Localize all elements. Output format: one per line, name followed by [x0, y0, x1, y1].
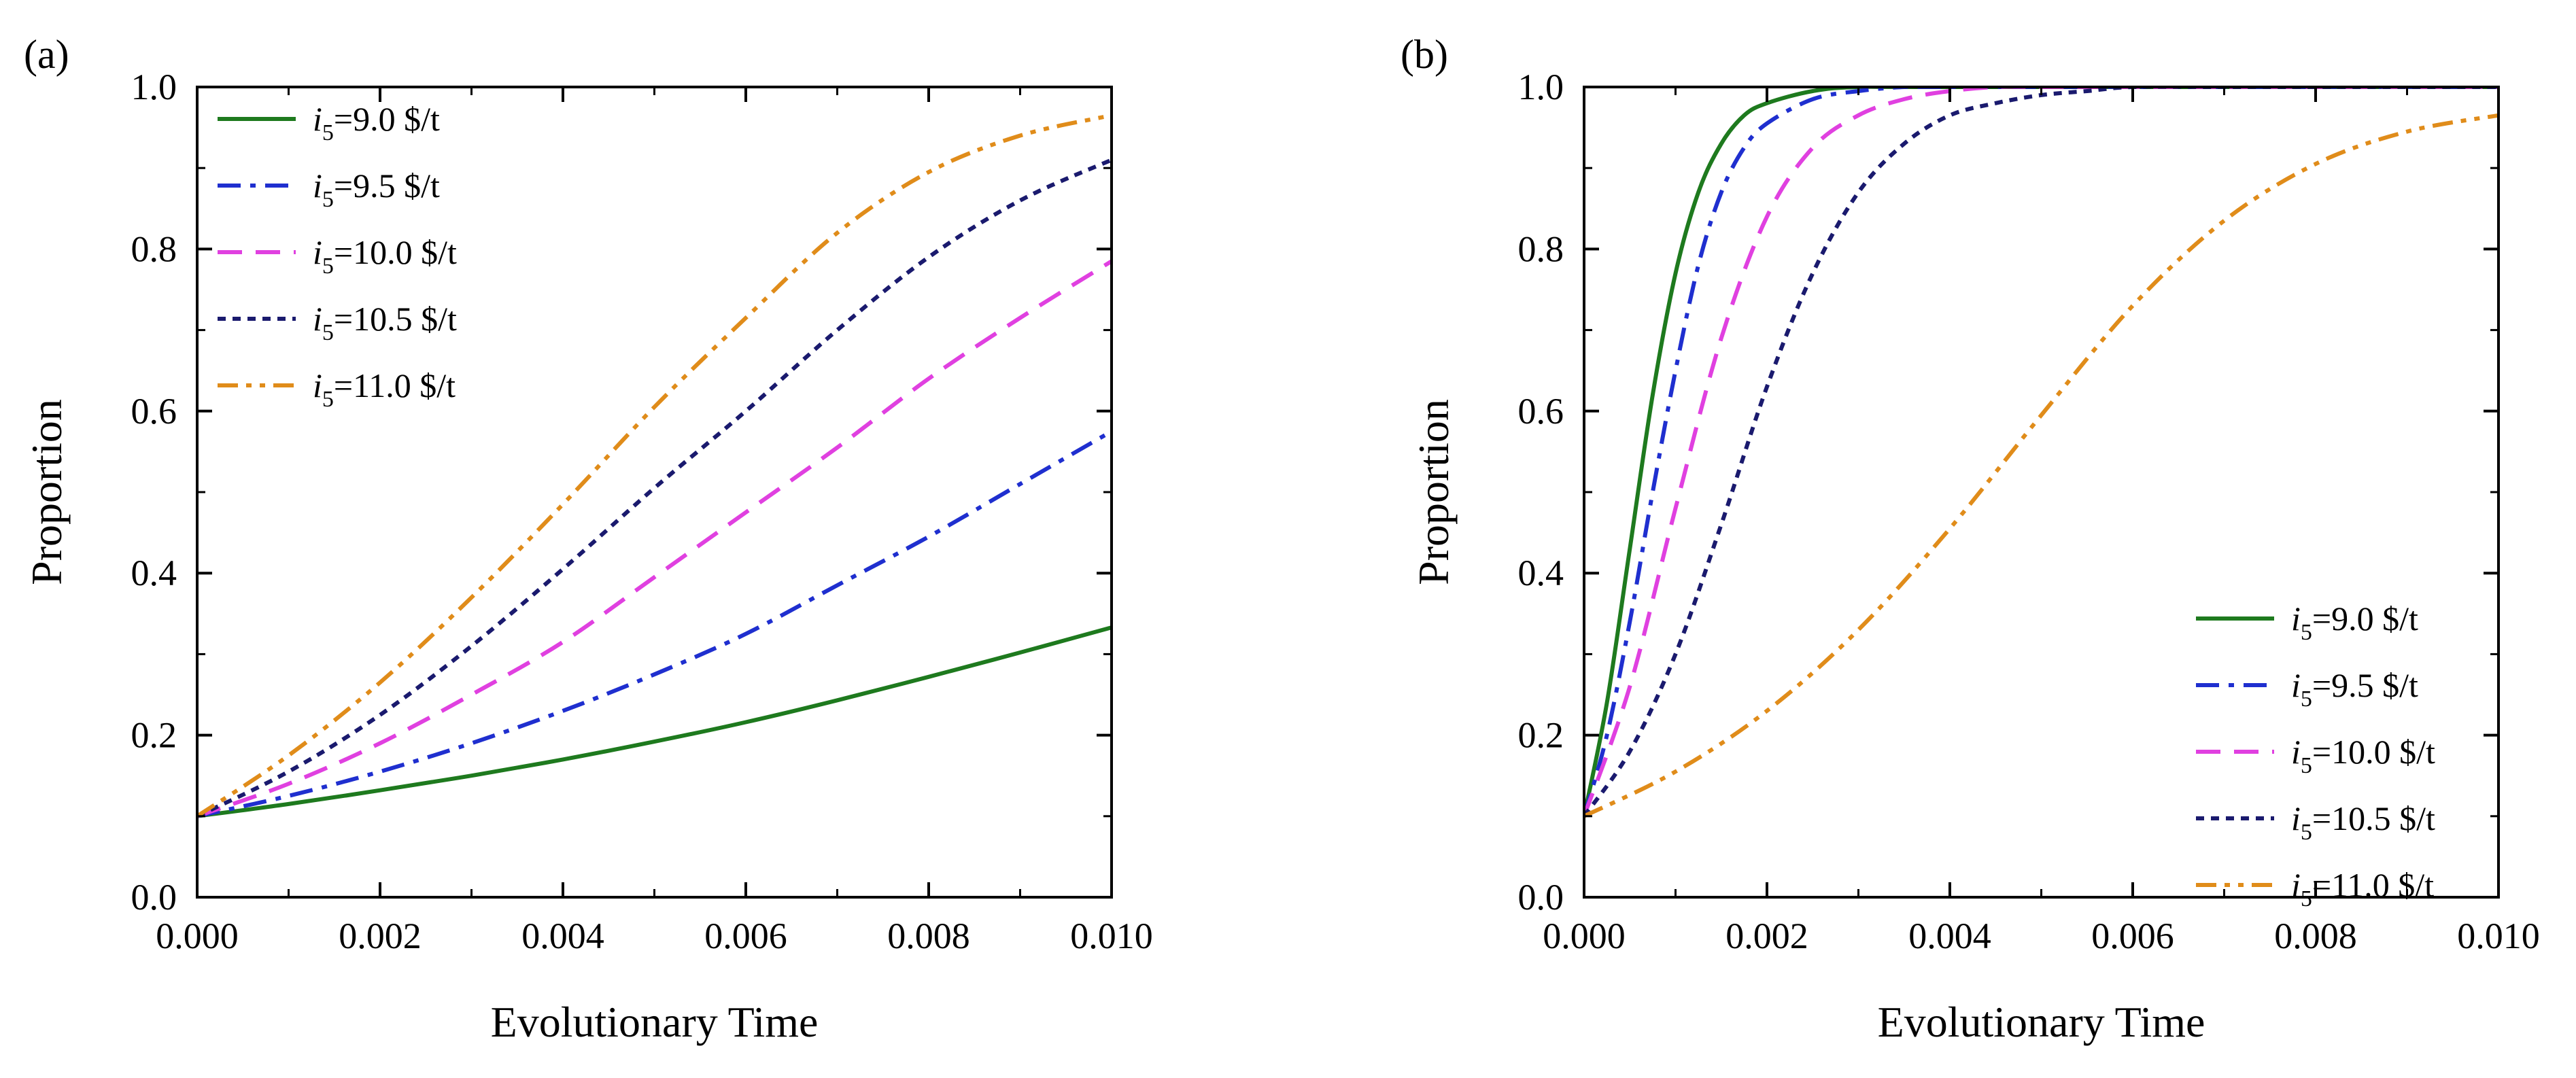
plot-frame [196, 86, 1113, 899]
series-line-4 [197, 158, 1112, 818]
y-tick-label: 0.0 [1518, 877, 1564, 918]
y-axis-title: Proportion [1409, 399, 1458, 585]
panel-label: (a) [24, 32, 69, 77]
x-tick-label: 0.004 [1908, 916, 1991, 956]
panel-label: (b) [1401, 32, 1448, 77]
series-line-2 [197, 430, 1112, 818]
y-tick-label: 0.4 [1518, 553, 1564, 593]
legend-entry-label: i5=11.0 $/t [2291, 866, 2434, 911]
legend-entry-label: i5=11.0 $/t [313, 366, 456, 412]
chart-panel-a: (a) 0.000 0.002 0.004 0.006 0.008 0.010 0.0 0.2 0… [22, 32, 1153, 1046]
x-tick-label: 0.008 [2274, 916, 2357, 956]
series-line-1 [1584, 87, 2498, 817]
x-tick-label: 0.002 [1725, 916, 1808, 956]
x-tick-label: 0.006 [704, 916, 787, 956]
series-line-4 [1584, 87, 2498, 818]
legend: i5=9.0 $/t i5=9.5 $/t i5=10.0 $/t i5=10.5 $… [2196, 599, 2435, 911]
series-line-1 [197, 625, 1112, 818]
series-line-3 [1584, 87, 2498, 817]
legend-entry-label: i5=9.0 $/t [313, 100, 440, 145]
series-line-3 [197, 259, 1112, 818]
legend-entry-label: i5=10.0 $/t [313, 233, 457, 279]
series-line-5 [197, 113, 1112, 818]
legend-entry-label: i5=9.5 $/t [313, 167, 440, 212]
x-tick-label: 0.010 [1070, 916, 1153, 956]
x-tick-label: 0.000 [1543, 916, 1626, 956]
x-tick-label: 0.008 [887, 916, 970, 956]
x-tick-label: 0.010 [2457, 916, 2540, 956]
chart-panel-b: (b) 0.000 0.002 0.004 0.006 0.008 0.010 0.0 0.2 0… [1401, 32, 2540, 1046]
y-tick-label: 0.8 [1518, 228, 1564, 269]
legend-entry-label: i5=10.5 $/t [313, 300, 457, 345]
y-tick-label: 0.6 [131, 391, 177, 432]
legend-entry-label: i5=10.0 $/t [2291, 733, 2435, 778]
legend: i5=9.0 $/t i5=9.5 $/t i5=10.0 $/t i5=10.5 $… [218, 100, 457, 412]
x-tick-label: 0.002 [339, 916, 422, 956]
y-tick-label: 0.2 [1518, 715, 1564, 756]
x-tick-label: 0.000 [156, 916, 239, 956]
y-axis-title: Proportion [22, 399, 71, 585]
series-line-2 [1584, 87, 2498, 817]
x-axis-title: Evolutionary Time [1878, 998, 2205, 1046]
series-line-5 [1584, 113, 2498, 818]
y-tick-label: 1.0 [131, 67, 177, 107]
legend-entry-label: i5=10.5 $/t [2291, 799, 2435, 845]
y-tick-label: 0.6 [1518, 391, 1564, 432]
y-tick-label: 0.8 [131, 228, 177, 269]
plot-frame [1583, 86, 2500, 899]
x-axis-title: Evolutionary Time [491, 998, 819, 1046]
y-tick-label: 0.4 [131, 553, 177, 593]
legend-entry-label: i5=9.5 $/t [2291, 666, 2418, 712]
y-tick-label: 0.2 [131, 715, 177, 756]
x-tick-label: 0.004 [521, 916, 604, 956]
y-tick-label: 1.0 [1518, 67, 1564, 107]
legend-entry-label: i5=9.0 $/t [2291, 599, 2418, 645]
y-tick-label: 0.0 [131, 877, 177, 918]
x-tick-label: 0.006 [2091, 916, 2174, 956]
